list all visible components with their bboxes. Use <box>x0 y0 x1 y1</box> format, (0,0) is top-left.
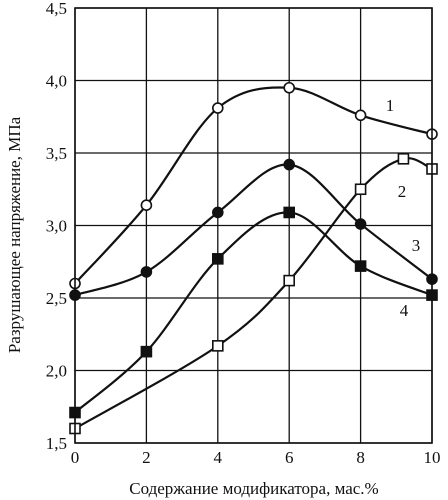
series-4-point <box>283 206 296 219</box>
series-1-point <box>212 102 224 114</box>
series-1-line <box>74 86 433 285</box>
y-tick-label: 3,5 <box>46 144 67 163</box>
x-tick-label: 8 <box>356 448 365 467</box>
series-labels: 1 2 3 4 <box>386 96 421 320</box>
x-tick-label: 2 <box>142 448 151 467</box>
series-markers <box>69 81 438 435</box>
y-tick-label: 4,0 <box>46 72 67 91</box>
series-3-point <box>354 218 367 230</box>
series-4-point <box>140 345 153 358</box>
x-tick-label: 6 <box>285 448 294 467</box>
series-3-point <box>140 266 153 278</box>
series-curves <box>74 86 433 430</box>
x-tick-label: 4 <box>214 448 223 467</box>
series-4-point <box>354 260 367 272</box>
x-tick-labels: 0 2 4 6 8 10 <box>71 448 441 467</box>
y-axis-label: Разрушающее напряжение, МПа <box>5 116 24 353</box>
series-1-point <box>140 199 153 211</box>
y-tick-label: 4,5 <box>46 0 67 18</box>
series-4-line <box>74 211 433 414</box>
series-label-2: 2 <box>398 182 407 201</box>
series-label-3: 3 <box>412 236 421 255</box>
x-tick-label: 10 <box>424 448 441 467</box>
series-1-point <box>283 81 296 94</box>
series-3-point <box>212 206 224 219</box>
series-2-point <box>212 340 224 352</box>
series-1-point <box>354 109 367 122</box>
series-2-point <box>283 274 296 287</box>
y-tick-label: 2,5 <box>46 289 67 308</box>
y-tick-label: 2,0 <box>46 362 67 381</box>
plot-frame <box>74 7 433 444</box>
series-2-point <box>354 183 367 196</box>
series-4-point <box>212 253 224 265</box>
series-2-line <box>74 157 433 430</box>
x-axis-label: Содержание модификатора, мас.% <box>129 479 378 498</box>
series-label-1: 1 <box>386 96 395 115</box>
x-tick-label: 0 <box>71 448 80 467</box>
series-3-point <box>283 158 296 171</box>
y-tick-labels: 1,5 2,0 2,5 3,0 3,5 4,0 4,5 <box>46 0 67 453</box>
y-tick-label: 1,5 <box>46 434 67 453</box>
y-tick-label: 3,0 <box>46 217 67 236</box>
series-2-point <box>397 153 410 165</box>
series-label-4: 4 <box>400 301 409 320</box>
